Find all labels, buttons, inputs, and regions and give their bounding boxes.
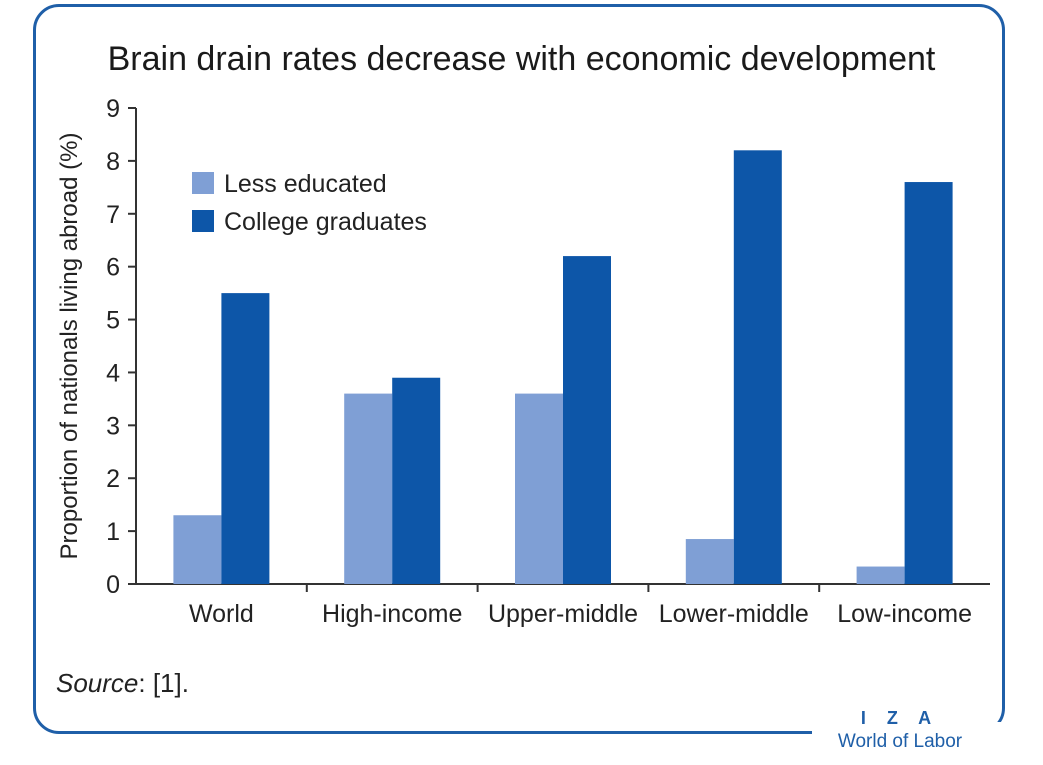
- y-tick-label: 7: [106, 201, 120, 229]
- bar-high-income-less-educated: [344, 393, 393, 584]
- brand-top: I Z A: [860, 708, 940, 728]
- frame-gap: [812, 722, 1012, 762]
- source-text: : [1].: [138, 668, 189, 698]
- source-note: Source: [1].: [56, 668, 189, 699]
- y-tick-label: 2: [106, 465, 120, 493]
- bar-low-income-college-graduates: [904, 182, 953, 585]
- legend-swatch: [192, 172, 214, 194]
- iza-logo: I Z A World of Labor: [820, 708, 980, 753]
- bar-world-less-educated: [173, 515, 222, 584]
- legend-swatch: [192, 210, 214, 232]
- source-label: Source: [56, 668, 139, 698]
- y-tick-label: 9: [106, 95, 120, 123]
- x-tick-label: Upper-middle: [488, 600, 638, 628]
- bar-world-college-graduates: [221, 293, 270, 584]
- x-tick-label: Lower-middle: [659, 600, 809, 628]
- bar-upper-middle-college-graduates: [563, 256, 611, 584]
- y-tick-label: 5: [106, 307, 120, 335]
- bar-lower-middle-college-graduates: [733, 150, 782, 585]
- legend-label: Less educated: [224, 170, 387, 198]
- bar-lower-middle-less-educated: [685, 539, 734, 584]
- brand-bottom: World of Labor: [837, 731, 963, 752]
- x-tick-label: Low-income: [837, 600, 972, 628]
- x-tick-label: High-income: [322, 600, 462, 628]
- chart-frame: [33, 4, 1005, 734]
- y-tick-label: 4: [106, 359, 120, 387]
- y-tick-label: 1: [106, 518, 120, 546]
- y-tick-label: 6: [106, 254, 120, 282]
- y-tick-label: 8: [106, 148, 120, 176]
- y-axis-label: Proportion of nationals living abroad (%…: [56, 133, 83, 560]
- x-tick-label: World: [189, 600, 254, 628]
- chart-title: Brain drain rates decrease with economic…: [107, 40, 936, 78]
- y-tick-label: 0: [106, 571, 120, 599]
- legend-label: College graduates: [224, 208, 427, 236]
- bar-upper-middle-less-educated: [515, 393, 563, 584]
- y-tick-label: 3: [106, 412, 120, 440]
- bar-high-income-college-graduates: [392, 377, 441, 584]
- bar-low-income-less-educated: [856, 566, 905, 584]
